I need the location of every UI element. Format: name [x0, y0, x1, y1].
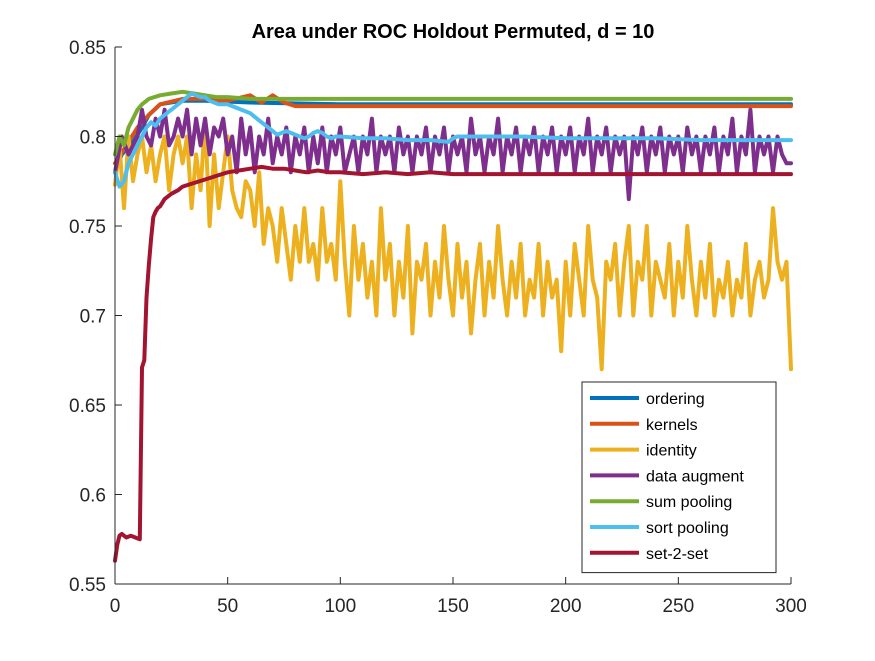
legend-label: set-2-set [646, 546, 709, 563]
x-tick-label: 200 [550, 596, 582, 617]
y-tick-label: 0.75 [69, 217, 106, 238]
chart-title: Area under ROC Holdout Permuted, d = 10 [252, 21, 655, 43]
legend-label: sort pooling [646, 520, 729, 537]
y-tick-label: 0.8 [80, 128, 106, 149]
x-tick-label: 300 [775, 596, 807, 617]
y-tick-label: 0.6 [80, 486, 106, 507]
x-tick-label: 250 [662, 596, 694, 617]
legend: ordering kernels identity data augment sum p… [581, 381, 777, 574]
series-line-sum-pooling [113, 89, 793, 157]
x-tick-label: 0 [110, 596, 121, 617]
y-tick-label: 0.55 [69, 575, 106, 596]
tick-layer: 0 50 100 150 200 250 300 0.55 0.6 0.65 0.7 0.75 0.8 0… [69, 38, 807, 617]
legend-label: identity [646, 443, 697, 460]
x-tick-label: 100 [324, 596, 356, 617]
legend-label: data augment [646, 468, 744, 485]
y-tick-label: 0.7 [80, 307, 106, 328]
legend-label: kernels [646, 417, 698, 434]
x-tick-label: 50 [217, 596, 238, 617]
series-line-set-2-set [113, 164, 793, 563]
legend-label: sum pooling [646, 494, 732, 511]
y-tick-label: 0.85 [69, 38, 106, 59]
legend-label: ordering [646, 391, 705, 408]
series-line-sort-pooling [113, 91, 793, 189]
x-tick-label: 150 [437, 596, 469, 617]
series-line-identity [113, 116, 793, 372]
series-layer [113, 89, 793, 563]
series-line-data-augment [113, 107, 793, 202]
y-tick-label: 0.65 [69, 396, 106, 417]
